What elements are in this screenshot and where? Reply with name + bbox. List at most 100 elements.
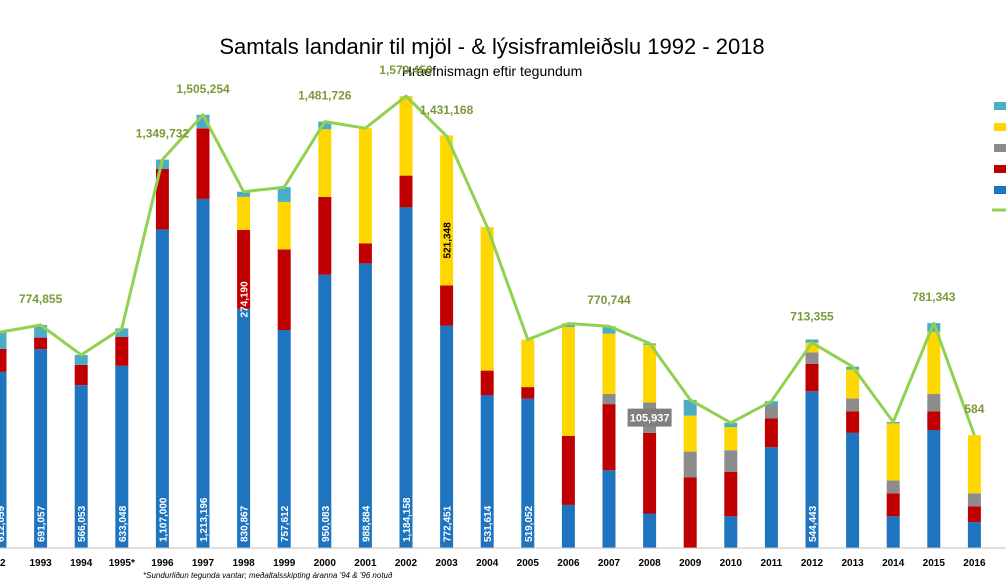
bar-s4-1999 (277, 201, 291, 250)
bar-s3-2016 (967, 493, 981, 507)
total-label-2003: 1,431,168 (420, 103, 474, 117)
bar-s1-2013 (846, 432, 860, 548)
x-tick-label: 1994 (70, 558, 93, 569)
bar-s4-2000 (318, 129, 332, 197)
bar-s4-2014 (886, 423, 900, 481)
bar-label-s1-1995*: 633,048 (118, 505, 129, 542)
bar-s1-2007 (602, 470, 616, 548)
legend (992, 102, 1006, 212)
legend-swatch-s2 (994, 165, 1006, 173)
total-label-2002: 1,570,450 (379, 63, 433, 77)
x-tick-label: 2016 (963, 558, 986, 569)
bar-s4-2003 (440, 135, 454, 286)
bar-s2-2007 (602, 404, 616, 471)
bar-s2-2001 (358, 243, 372, 264)
legend-swatch-s3 (994, 144, 1006, 152)
bar-s4-2008 (643, 344, 657, 403)
x-tick-label: 2006 (557, 558, 580, 569)
bar-s3-2012 (805, 352, 819, 364)
bar-s5-1998 (237, 191, 251, 197)
bar-s4-2006 (561, 327, 575, 436)
bar-s5-2011 (764, 401, 778, 406)
bar-s3-2010 (724, 450, 738, 472)
bar-s5-2010 (724, 422, 738, 428)
bar-s2-2003 (440, 285, 454, 326)
bar-s1-1993 (34, 349, 48, 548)
bar-s4-2005 (521, 339, 535, 388)
bar-s1-2000 (318, 274, 332, 548)
bar-s1-1996 (155, 229, 169, 548)
x-axis: 92 1993 1994 1995* 1996 1997 1998 1999 2000 2001 2… (0, 547, 1006, 569)
bar-s2-2009 (683, 477, 697, 548)
bar-s3-2014 (886, 480, 900, 494)
bar-s2-2011 (764, 418, 778, 448)
bar-s3-2007 (602, 394, 616, 405)
bar-s2-2014 (886, 493, 900, 517)
bar-s1-1995* (115, 365, 129, 548)
bar-label-s1-1994: 566,053 (77, 505, 88, 542)
bar-s5-1994 (74, 354, 88, 365)
bar-s3-2015 (927, 394, 941, 412)
total-label-2012: 713,355 (790, 310, 834, 324)
bar-s1-1999 (277, 330, 291, 548)
x-tick-label: 2000 (314, 558, 337, 569)
bar-s2-1995* (115, 337, 129, 366)
bar-s1-2002 (399, 207, 413, 548)
bar-s4-2007 (602, 333, 616, 394)
x-tick-label: 2015 (923, 558, 946, 569)
bar-s5-2012 (805, 339, 819, 343)
x-tick-label: 1999 (273, 558, 296, 569)
bar-s1-2011 (764, 447, 778, 548)
total-line-layer (0, 94, 976, 436)
bar-s1-2010 (724, 516, 738, 548)
x-tick-label: 2012 (801, 558, 824, 569)
bar-s1-1994 (74, 385, 88, 548)
bar-s5-1999 (277, 187, 291, 202)
bar-s1-2005 (521, 398, 535, 548)
bar-s1-2006 (561, 504, 575, 548)
x-tick-label: 2009 (679, 558, 702, 569)
bar-label-s1-2002: 1,184,158 (402, 497, 413, 542)
bar-label-s2-1998: 274,190 (240, 281, 251, 318)
total-label-1997: 1,505,254 (176, 82, 230, 96)
bar-s4-2009 (683, 415, 697, 452)
bar-s1-1998 (237, 308, 251, 548)
bars-layer (0, 96, 981, 548)
bar-s2-1997 (196, 128, 210, 199)
x-tick-label: 1997 (192, 558, 215, 569)
bar-s5-2009 (683, 399, 697, 416)
bar-s5-2000 (318, 121, 332, 130)
bar-label-s1-2004: 531,614 (483, 505, 494, 542)
bar-s4-2016 (967, 435, 981, 494)
x-tick-label: 1993 (29, 558, 52, 569)
bar-label-s3-2008: 105,937 (630, 413, 670, 425)
bar-s2-1999 (277, 249, 291, 330)
x-tick-label: 2010 (720, 558, 743, 569)
bar-s5-92 (0, 332, 7, 349)
bar-s1-2001 (358, 263, 372, 548)
legend-swatch-s1 (994, 186, 1006, 194)
bar-s2-2004 (480, 370, 494, 396)
bar-label-s4-2003: 521,348 (443, 222, 454, 259)
legend-swatch-s4 (994, 123, 1006, 131)
bar-label-s1-2012: 544,443 (808, 505, 819, 542)
x-tick-label: 2002 (395, 558, 418, 569)
x-tick-label: 2014 (882, 558, 905, 569)
bar-s1-2004 (480, 395, 494, 548)
bar-label-s1-1997: 1,213,196 (199, 497, 210, 542)
bar-s1-2003 (440, 325, 454, 548)
x-tick-label: 1996 (151, 558, 174, 569)
bar-s2-1994 (74, 365, 88, 386)
bar-s2-2000 (318, 196, 332, 275)
total-label-2000: 1,481,726 (298, 89, 352, 103)
x-tick-label: 2003 (435, 558, 458, 569)
total-label-1996: 1,349,732 (136, 127, 190, 141)
x-tick-label: 2008 (638, 558, 661, 569)
x-tick-label: 2005 (517, 558, 540, 569)
chart-subtitle: Hráefnismagn eftir tegundum (402, 63, 583, 79)
bar-label-s1-1999: 757,612 (280, 505, 291, 542)
bar-label-s1-2003: 772,451 (443, 505, 454, 542)
bar-s1-2015 (927, 430, 941, 548)
total-line (0, 94, 976, 436)
